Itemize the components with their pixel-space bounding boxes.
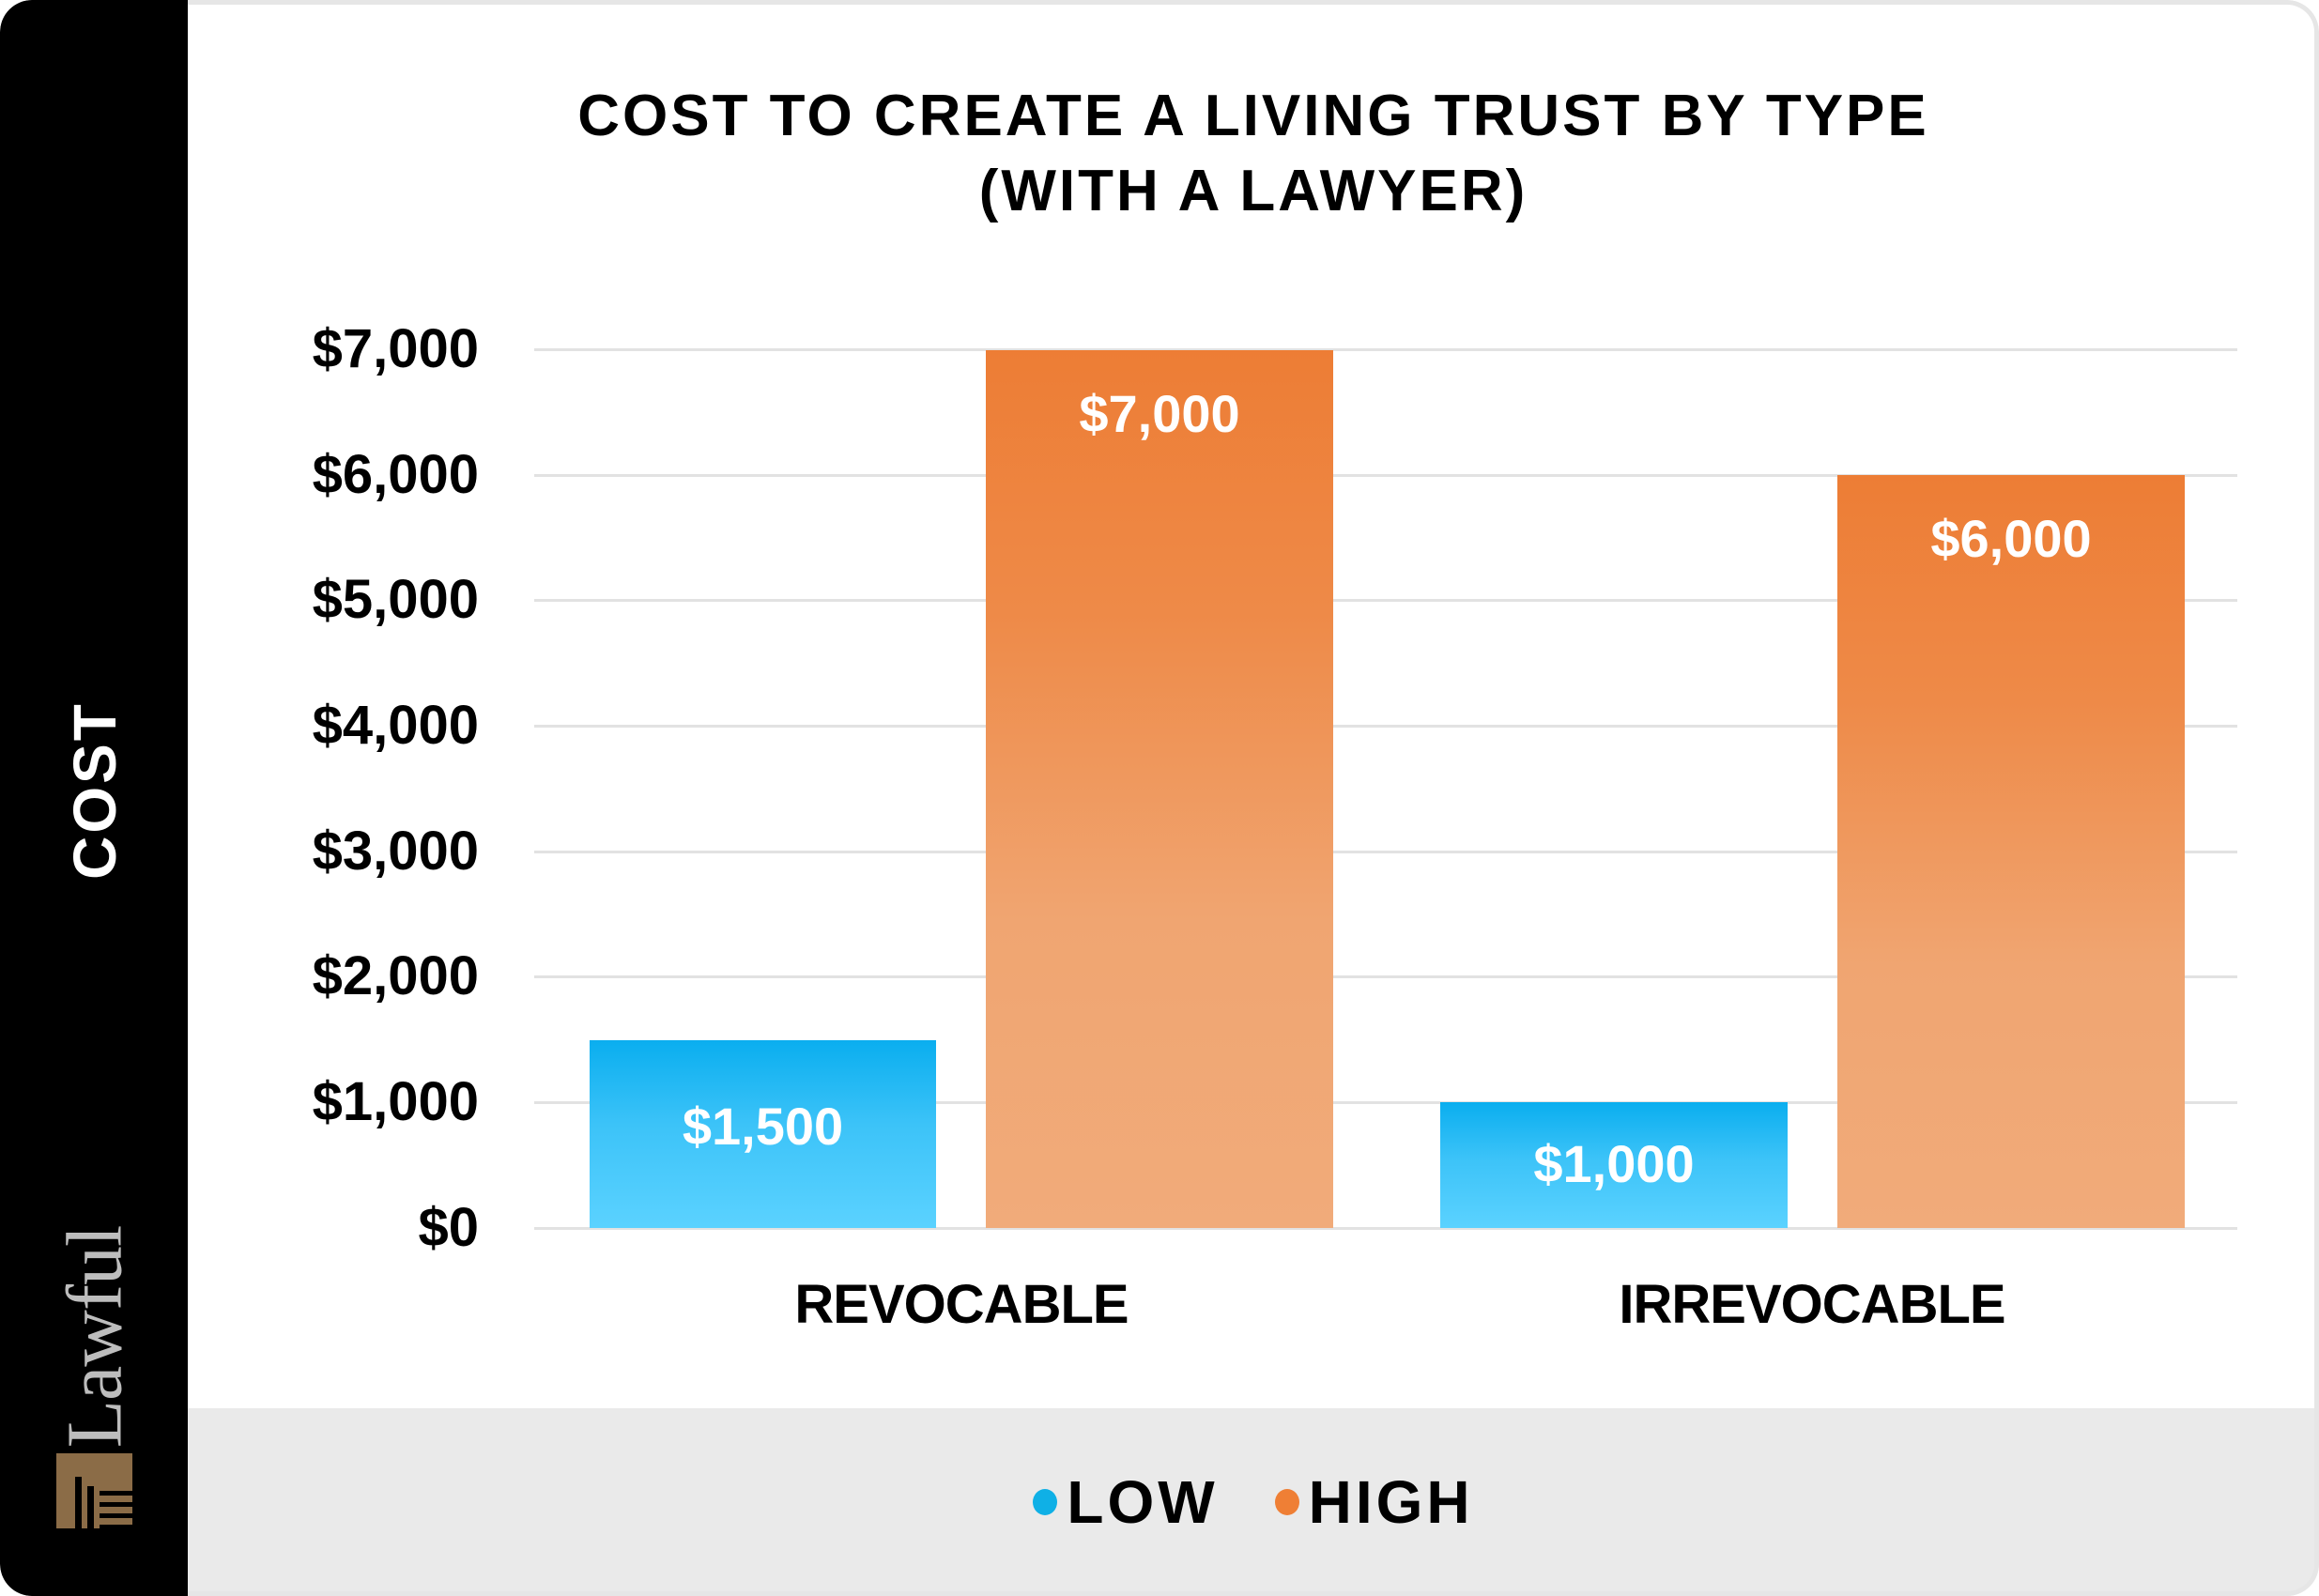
bar-irrevocable-low[interactable]: $1,000 [1440, 1102, 1788, 1228]
gridline [534, 348, 2237, 351]
chart-title-line-1: COST TO CREATE A LIVING TRUST BY TYPE [577, 84, 1929, 148]
x-category-label-revocable: REVOCABLE [794, 1274, 1129, 1335]
y-axis-title: COST [61, 701, 129, 880]
legend-label: HIGH [1308, 1468, 1474, 1536]
bar-value-label: $1,500 [682, 1097, 844, 1156]
gridline [534, 474, 2237, 477]
sidebar: COST Lawful [0, 0, 188, 1596]
bar-revocable-low[interactable]: $1,500 [590, 1040, 936, 1228]
bar-value-label: $7,000 [1079, 384, 1240, 443]
x-category-label-irrevocable: IRREVOCABLE [1619, 1274, 2005, 1335]
y-tick-label: $4,000 [312, 695, 479, 756]
legend-item-high[interactable]: HIGH [1274, 1468, 1474, 1536]
bar-revocable-high[interactable]: $7,000 [986, 350, 1333, 1228]
chart-title-line-2: (WITH A LAWYER) [978, 159, 1528, 223]
y-tick-label: $3,000 [312, 821, 479, 882]
gridline-baseline [534, 1227, 2237, 1230]
legend-label: LOW [1067, 1468, 1219, 1536]
chart-title: COST TO CREATE A LIVING TRUST BY TYPE (W… [188, 79, 2319, 229]
gridline [534, 599, 2237, 602]
bar-irrevocable-high[interactable]: $6,000 [1837, 475, 2185, 1228]
legend-dot-icon [1274, 1489, 1299, 1515]
legend-dot-icon [1033, 1489, 1058, 1515]
y-tick-label: $6,000 [312, 444, 479, 505]
bar-value-label: $6,000 [1930, 509, 2092, 568]
gridline [534, 975, 2237, 978]
y-tick-label: $7,000 [312, 318, 479, 379]
legend-band [188, 1408, 2319, 1596]
bar-value-label: $1,000 [1533, 1134, 1695, 1193]
gridline [534, 725, 2237, 728]
gridline [534, 1101, 2237, 1104]
y-tick-label: $5,000 [312, 569, 479, 630]
brand-logo-text: Lawful [51, 1225, 139, 1449]
y-tick-label: $0 [418, 1197, 479, 1258]
legend-item-low[interactable]: LOW [1033, 1472, 1218, 1532]
gridline [534, 851, 2237, 853]
brand-logo-icon [56, 1453, 132, 1528]
y-tick-label: $2,000 [312, 945, 479, 1006]
chart-legend: LOW HIGH [188, 1472, 2319, 1532]
y-tick-label: $1,000 [312, 1071, 479, 1132]
